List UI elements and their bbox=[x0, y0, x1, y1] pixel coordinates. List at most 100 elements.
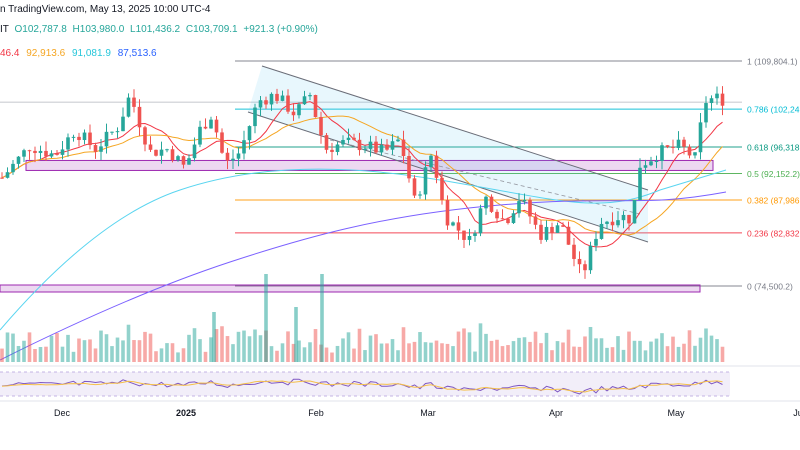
volume-bar bbox=[16, 345, 21, 362]
volume-bar bbox=[522, 337, 527, 362]
volume-bar bbox=[165, 343, 169, 362]
volume-bar bbox=[632, 340, 637, 362]
candle-body bbox=[451, 222, 455, 226]
candle-body bbox=[242, 140, 246, 154]
volume-bar bbox=[649, 341, 653, 362]
candle-body bbox=[27, 150, 32, 152]
volume-bar bbox=[572, 346, 576, 362]
candle-body bbox=[115, 131, 120, 133]
volume-bar bbox=[671, 336, 675, 362]
rsi-layer bbox=[0, 371, 730, 397]
volume-bar bbox=[429, 342, 433, 362]
volume-bar bbox=[396, 350, 400, 362]
candle-body bbox=[192, 144, 197, 159]
high-value: H103,980.0 bbox=[72, 24, 125, 35]
candle-body bbox=[594, 238, 598, 246]
volume-bar bbox=[77, 338, 81, 362]
drawings-layer bbox=[0, 60, 742, 293]
demand-zone bbox=[0, 284, 701, 293]
candle-body bbox=[77, 136, 81, 141]
channel-upper-line bbox=[261, 65, 649, 191]
volume-bar bbox=[225, 336, 230, 362]
candle-body bbox=[93, 145, 98, 152]
candle-body bbox=[225, 152, 230, 161]
ma-slow-value: 91,081.9 bbox=[71, 48, 111, 59]
candle-body bbox=[533, 216, 538, 225]
fib-level-label: 0.618 (96,318 bbox=[747, 142, 800, 152]
volume-bar bbox=[704, 328, 708, 362]
candle-body bbox=[71, 136, 76, 138]
volume-bar bbox=[110, 346, 114, 362]
volume-bar bbox=[616, 336, 620, 362]
volume-bar bbox=[212, 312, 216, 362]
volume-bar bbox=[176, 352, 180, 362]
candle-body bbox=[209, 119, 213, 129]
time-axis-label: Mar bbox=[420, 408, 436, 418]
volume-bar bbox=[583, 336, 587, 362]
volume-bar bbox=[11, 333, 15, 362]
volume-bar bbox=[275, 350, 279, 362]
candle-body bbox=[275, 93, 279, 101]
volume-bar bbox=[440, 343, 444, 362]
volume-bar bbox=[506, 345, 510, 362]
candle-body bbox=[121, 116, 125, 132]
volume-bar bbox=[566, 329, 571, 362]
candle-body bbox=[561, 225, 565, 227]
volume-bar bbox=[544, 332, 549, 362]
volume-bar bbox=[286, 331, 290, 362]
fib-level-label: 0.5 (92,152.2) bbox=[747, 169, 800, 179]
volume-bar bbox=[605, 347, 609, 362]
volume-bar bbox=[401, 327, 406, 362]
volume-bar bbox=[434, 340, 439, 362]
volume-bar bbox=[297, 340, 301, 362]
volume-bar bbox=[71, 351, 76, 362]
volume-bar bbox=[390, 339, 395, 362]
volume-bar bbox=[418, 332, 422, 362]
volume-bar bbox=[412, 341, 417, 362]
ma-legend: 46.4 92,913.6 91,081.9 87,513.6 bbox=[0, 48, 157, 59]
fib-level-label: 1 (109,804.1) bbox=[747, 57, 798, 67]
candle-body bbox=[412, 178, 417, 196]
volume-layer bbox=[0, 274, 725, 362]
candle-body bbox=[627, 214, 631, 224]
volume-bar bbox=[55, 333, 59, 362]
candle-body bbox=[506, 218, 510, 224]
rsi-ma-line bbox=[1, 380, 723, 393]
volume-bar bbox=[423, 342, 428, 362]
candle-body bbox=[687, 146, 692, 156]
candle-body bbox=[291, 111, 296, 116]
volume-bar bbox=[324, 347, 329, 362]
volume-bar bbox=[462, 328, 466, 362]
volume-bar bbox=[445, 343, 450, 362]
volume-bar bbox=[291, 343, 296, 362]
candle-body bbox=[429, 155, 433, 168]
volume-bar bbox=[676, 346, 681, 362]
volume-bar bbox=[203, 351, 208, 362]
candle-body bbox=[671, 146, 675, 148]
candle-body bbox=[522, 199, 527, 202]
volume-bar bbox=[335, 345, 340, 362]
volume-bar bbox=[99, 330, 103, 362]
candle-body bbox=[38, 150, 43, 154]
candle-body bbox=[99, 146, 103, 152]
close-value: C103,709.1 bbox=[185, 24, 238, 35]
volume-bar bbox=[132, 340, 136, 362]
open-value: O102,787.8 bbox=[14, 24, 67, 35]
candle-body bbox=[154, 149, 158, 156]
volume-bar bbox=[451, 346, 455, 362]
volume-bar bbox=[643, 350, 648, 362]
candle-body bbox=[500, 218, 505, 220]
candle-body bbox=[324, 135, 329, 150]
candle-body bbox=[253, 107, 257, 127]
time-axis-label: 2025 bbox=[176, 408, 196, 418]
candle-body bbox=[0, 177, 4, 179]
volume-bar bbox=[561, 342, 565, 362]
time-axis-label: May bbox=[667, 408, 685, 418]
candle-body bbox=[159, 149, 164, 156]
candle-body bbox=[649, 161, 653, 166]
volume-bar bbox=[473, 351, 477, 362]
candle-body bbox=[616, 220, 620, 226]
change-value: +921.3 (+0.90%) bbox=[243, 24, 318, 35]
